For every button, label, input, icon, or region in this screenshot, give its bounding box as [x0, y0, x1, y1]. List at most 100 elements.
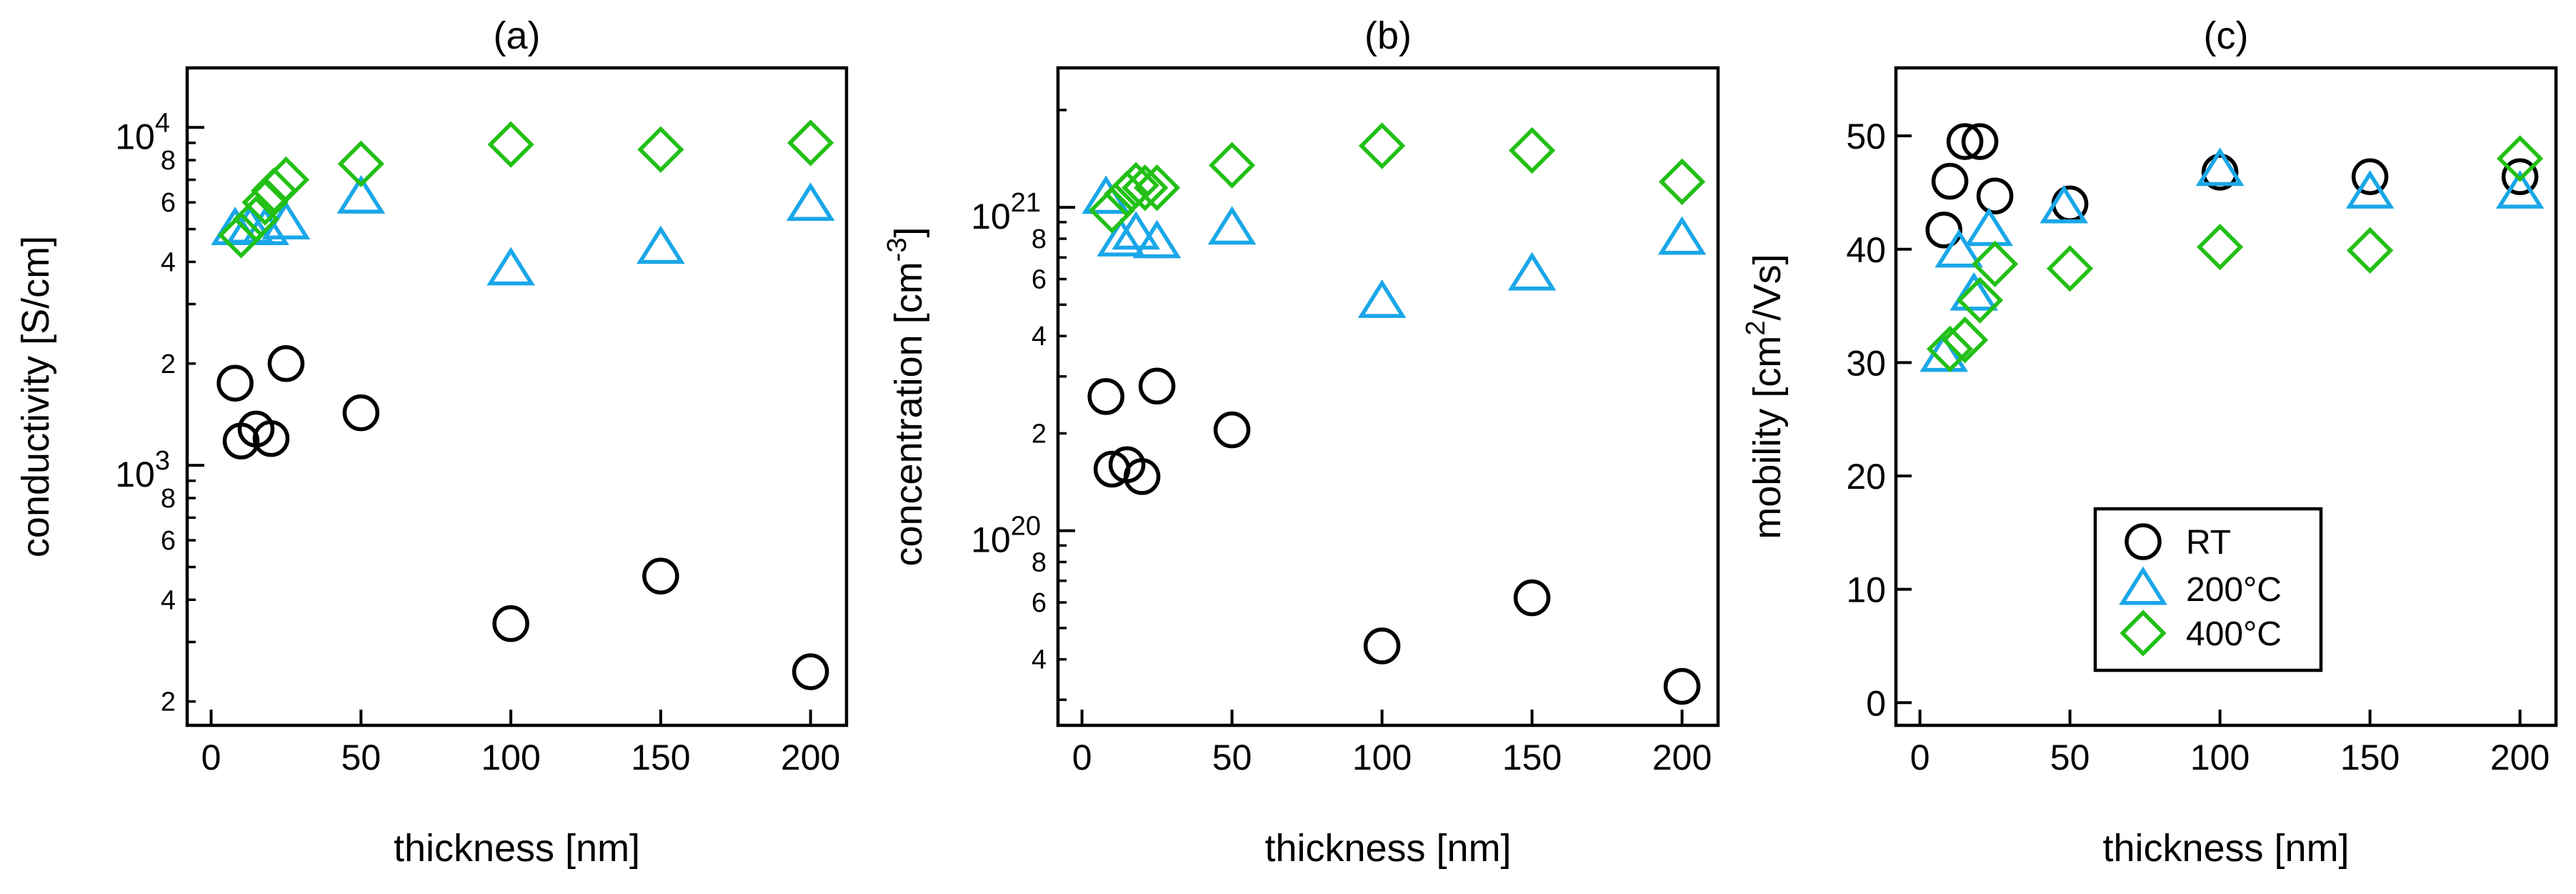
data-point-400C — [1208, 141, 1256, 189]
y-minor-tick-label: 6 — [1032, 588, 1047, 618]
plot-frame — [1056, 66, 1720, 727]
data-point-400C — [2496, 135, 2544, 182]
data-point-200C — [336, 175, 386, 214]
y-minor-tick-label: 8 — [161, 146, 176, 176]
x-tick-label: 50 — [341, 737, 381, 778]
y-tick-label: 0 — [1866, 683, 1886, 723]
y-major-tick-label: 1021 — [971, 188, 1041, 237]
data-point-400C — [1122, 164, 1169, 212]
y-tick-label: 30 — [1846, 343, 1886, 383]
data-point-RT — [642, 557, 679, 595]
data-point-RT — [1513, 579, 1551, 617]
data-point-RT — [1961, 123, 1999, 160]
x-tick-label: 50 — [2050, 737, 2090, 778]
data-point-RT — [1138, 367, 1176, 405]
data-point-400C — [1941, 317, 1989, 364]
plot-frame — [1894, 66, 2558, 727]
data-point-RT — [1663, 667, 1701, 705]
data-point-200C — [1935, 229, 1984, 268]
data-point-RT — [1976, 177, 2014, 214]
legend-label: RT — [2186, 524, 2231, 562]
data-point-200C — [1657, 216, 1707, 255]
data-point-200C — [2195, 147, 2245, 187]
panel-c: (c) 0 50 100 150 200 thickness [nm] 0 10 20 30 40 50… — [1741, 14, 2558, 870]
data-point-RT — [2501, 158, 2539, 196]
y-minor-tick-label: 8 — [1032, 224, 1047, 254]
data-point-RT — [1931, 162, 1969, 200]
x-tick-label: 200 — [2490, 737, 2550, 778]
data-point-400C — [1112, 162, 1159, 209]
data-point-400C — [1956, 277, 2004, 324]
x-tick-label: 200 — [781, 737, 840, 778]
legend-marker — [2120, 610, 2167, 657]
data-point-400C — [1926, 325, 1974, 373]
x-axis-label: thickness [nm] — [394, 827, 640, 870]
data-point-200C — [1132, 219, 1182, 259]
data-point-RT — [492, 605, 529, 642]
data-point-RT — [1213, 411, 1251, 449]
x-tick-label: 50 — [1212, 737, 1252, 778]
data-point-400C — [487, 121, 534, 168]
x-tick-label: 150 — [2340, 737, 2400, 778]
data-point-RT — [1925, 212, 1962, 249]
data-point-200C — [486, 247, 535, 286]
data-point-RT — [1123, 458, 1161, 495]
data-point-400C — [2346, 227, 2394, 274]
y-axis-label: mobility [cm2/Vs] — [1741, 254, 1789, 539]
y-minor-tick-label: 6 — [161, 188, 176, 218]
data-point-400C — [1508, 126, 1556, 174]
data-point-RT — [267, 345, 305, 382]
data-point-400C — [1103, 170, 1151, 218]
x-tick-label: 0 — [1910, 737, 1930, 778]
data-point-400C — [2046, 245, 2094, 292]
data-point-200C — [1507, 252, 1557, 291]
y-minor-tick-label: 2 — [161, 687, 176, 717]
y-minor-tick-label: 8 — [161, 484, 176, 514]
x-tick-label: 150 — [631, 737, 690, 778]
y-tick-label: 20 — [1846, 457, 1886, 497]
y-axis-label: concentration [cm-3] — [882, 227, 930, 566]
x-tick-label: 150 — [1502, 737, 1562, 778]
data-point-400C — [337, 140, 384, 187]
panel-title: (a) — [494, 14, 541, 57]
y-minor-tick-label: 4 — [161, 585, 176, 615]
data-point-400C — [262, 156, 310, 204]
y-minor-tick-label: 4 — [1032, 645, 1047, 675]
plot-frame — [185, 66, 849, 727]
y-axis-label: conductivity [S/cm] — [14, 236, 57, 557]
y-major-tick-label: 104 — [115, 108, 170, 157]
data-point-400C — [232, 196, 280, 243]
data-point-400C — [217, 212, 265, 259]
y-minor-tick-label: 2 — [161, 349, 176, 379]
y-minor-tick-label: 8 — [1032, 547, 1047, 577]
legend-marker — [2125, 523, 2162, 560]
y-minor-tick-label: 2 — [1032, 419, 1047, 449]
data-point-400C — [1971, 240, 2019, 288]
data-point-200C — [786, 182, 835, 222]
data-point-400C — [1088, 187, 1136, 234]
data-point-RT — [342, 394, 380, 432]
legend: RT 200°C 400°C — [2093, 507, 2323, 672]
x-tick-label: 0 — [1072, 737, 1092, 778]
data-point-RT — [2351, 158, 2389, 196]
legend-label: 400°C — [2186, 615, 2282, 653]
x-axis-label: thickness [nm] — [1264, 827, 1511, 870]
y-tick-label: 50 — [1846, 116, 1886, 157]
data-point-200C — [2345, 170, 2395, 209]
data-point-400C — [1658, 158, 1706, 205]
legend-marker — [2119, 566, 2167, 605]
data-point-400C — [251, 167, 298, 214]
y-tick-label: 10 — [1846, 570, 1886, 610]
data-point-200C — [1965, 207, 2014, 247]
x-axis-label: thickness [nm] — [2102, 827, 2349, 870]
data-point-RT — [2201, 154, 2239, 191]
x-tick-label: 100 — [481, 737, 540, 778]
y-major-tick-label: 103 — [115, 446, 170, 495]
data-point-RT — [792, 653, 829, 690]
data-point-RT — [216, 364, 254, 402]
data-point-RT — [1363, 627, 1401, 665]
data-point-RT — [1946, 123, 1984, 160]
x-tick-label: 100 — [1352, 737, 1412, 778]
